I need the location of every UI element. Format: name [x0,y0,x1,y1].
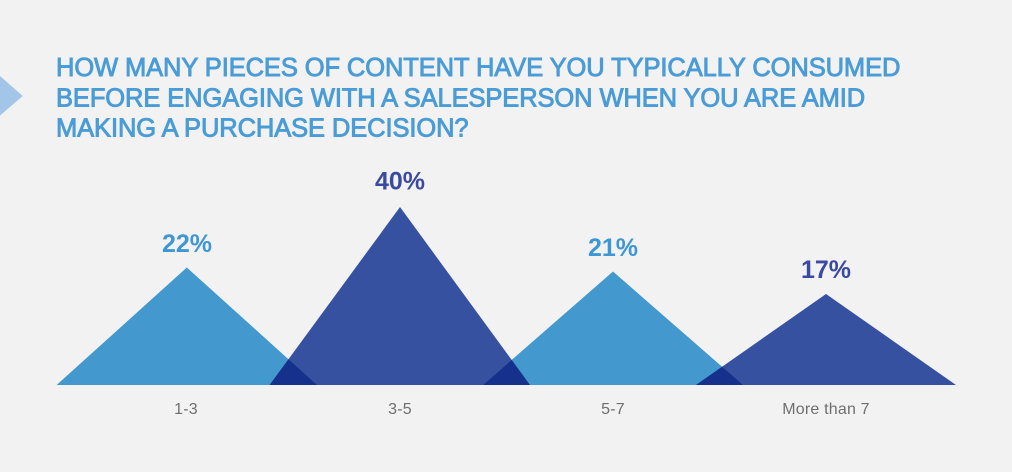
svg-text:17%: 17% [801,256,851,284]
svg-text:22%: 22% [162,230,212,258]
svg-text:BEFORE ENGAGING WITH A SALESPE: BEFORE ENGAGING WITH A SALESPERSON WHEN … [56,84,865,112]
svg-text:5-7: 5-7 [601,401,625,418]
svg-text:More than 7: More than 7 [782,401,870,418]
svg-text:21%: 21% [588,234,638,262]
svg-text:40%: 40% [375,167,425,195]
svg-text:HOW MANY PIECES OF CONTENT HAV: HOW MANY PIECES OF CONTENT HAVE YOU TYPI… [56,54,900,82]
svg-text:MAKING A PURCHASE DECISION?: MAKING A PURCHASE DECISION? [56,115,469,143]
svg-text:3-5: 3-5 [388,401,412,418]
svg-text:1-3: 1-3 [174,401,198,418]
